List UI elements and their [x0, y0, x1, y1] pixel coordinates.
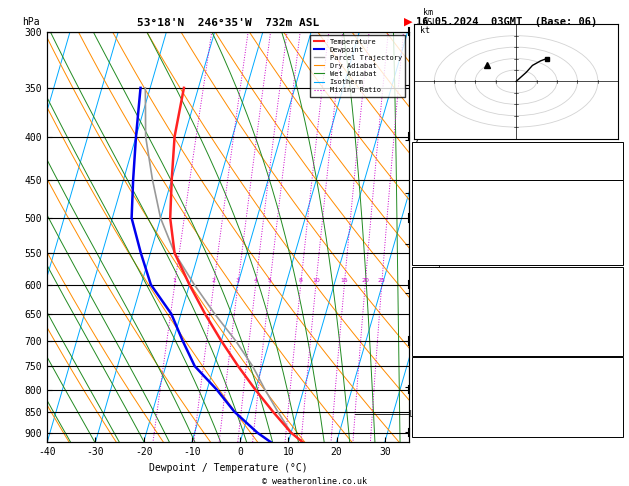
Text: -0: -0 — [610, 313, 620, 323]
Text: PW (cm): PW (cm) — [415, 169, 450, 178]
Text: 25: 25 — [610, 392, 620, 400]
Text: 111: 111 — [604, 243, 620, 252]
Text: θₜ (K): θₜ (K) — [415, 299, 445, 308]
Text: StmDir: StmDir — [415, 408, 445, 417]
Text: 10: 10 — [312, 278, 320, 283]
Text: Surface: Surface — [500, 183, 535, 192]
Text: Totals Totals: Totals Totals — [415, 156, 480, 165]
Text: Most Unstable: Most Unstable — [485, 271, 550, 280]
Text: 0: 0 — [615, 343, 620, 352]
Text: ▶: ▶ — [403, 17, 412, 27]
Text: 0: 0 — [615, 255, 620, 264]
Text: Lifted Index: Lifted Index — [415, 313, 475, 323]
Text: 52: 52 — [610, 156, 620, 165]
Text: EH: EH — [415, 376, 425, 384]
Text: Pressure (mb): Pressure (mb) — [415, 284, 480, 293]
Text: 6.4: 6.4 — [604, 207, 620, 215]
Text: 1.59: 1.59 — [599, 169, 620, 178]
Text: Temp (°C): Temp (°C) — [415, 194, 460, 203]
Text: © weatheronline.co.uk: © weatheronline.co.uk — [262, 477, 367, 486]
X-axis label: Dewpoint / Temperature (°C): Dewpoint / Temperature (°C) — [148, 463, 308, 473]
Text: 311: 311 — [604, 219, 620, 227]
Text: StmSpd (kt): StmSpd (kt) — [415, 424, 470, 433]
Text: 924: 924 — [604, 284, 620, 293]
Text: 1: 1 — [173, 278, 177, 283]
Text: km
ASL: km ASL — [423, 8, 438, 28]
Text: Dewp (°C): Dewp (°C) — [415, 207, 460, 215]
Text: CAPE (J): CAPE (J) — [415, 329, 455, 337]
Text: 25: 25 — [378, 278, 386, 283]
Text: 111: 111 — [604, 329, 620, 337]
Text: K: K — [415, 144, 420, 153]
Text: 13: 13 — [610, 194, 620, 203]
Text: Lifted Index: Lifted Index — [415, 231, 475, 240]
Text: 2: 2 — [212, 278, 216, 283]
Text: Mixing Ratio (g/kg): Mixing Ratio (g/kg) — [434, 190, 443, 284]
Text: CAPE (J): CAPE (J) — [415, 243, 455, 252]
Text: 20: 20 — [361, 278, 369, 283]
Text: CIN (J): CIN (J) — [415, 255, 450, 264]
Text: CIN (J): CIN (J) — [415, 343, 450, 352]
Text: θₜ(K): θₜ(K) — [415, 219, 440, 227]
Text: 4: 4 — [253, 278, 258, 283]
Text: 8: 8 — [299, 278, 303, 283]
Text: 315°: 315° — [599, 408, 620, 417]
Legend: Temperature, Dewpoint, Parcel Trajectory, Dry Adiabat, Wet Adiabat, Isotherm, Mi: Temperature, Dewpoint, Parcel Trajectory… — [310, 35, 405, 97]
Text: -0: -0 — [610, 231, 620, 240]
Text: 20: 20 — [610, 424, 620, 433]
Text: 15: 15 — [340, 278, 348, 283]
Text: -37: -37 — [604, 376, 620, 384]
Text: 311: 311 — [604, 299, 620, 308]
Text: 29: 29 — [610, 144, 620, 153]
Text: Hodograph: Hodograph — [495, 363, 540, 371]
Text: kt: kt — [420, 26, 430, 35]
Text: 3: 3 — [236, 278, 240, 283]
Title: 53°18'N  246°35'W  732m ASL: 53°18'N 246°35'W 732m ASL — [137, 18, 319, 28]
Text: 5: 5 — [268, 278, 272, 283]
Text: 16.05.2024  03GMT  (Base: 06): 16.05.2024 03GMT (Base: 06) — [416, 17, 597, 27]
Text: hPa: hPa — [22, 17, 40, 28]
Text: SREH: SREH — [415, 392, 435, 400]
Text: LCL: LCL — [405, 410, 424, 419]
